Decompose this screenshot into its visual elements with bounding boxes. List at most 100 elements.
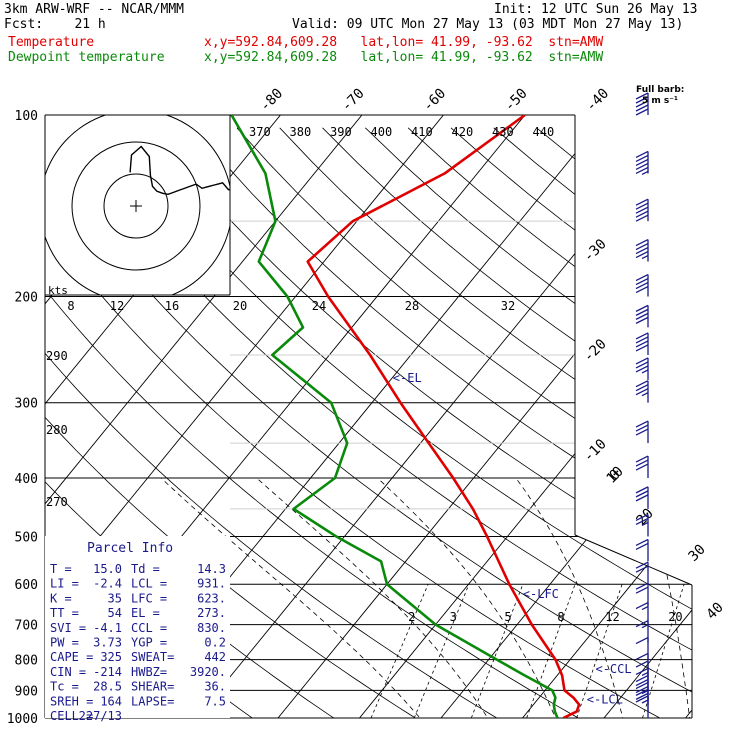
mixing-ratio-label: 3 — [450, 610, 457, 624]
wind-barb — [635, 561, 649, 585]
dry-adiabat — [45, 127, 692, 718]
theta-left-label: 290 — [46, 349, 68, 363]
wind-barb — [635, 695, 649, 718]
parcel-info-table: T = 15.0 Td = 14.3 LI = -2.4 LCL = 931. K = 35 LFC… — [50, 562, 226, 723]
right-axis-lower — [574, 534, 693, 586]
parcel-info-cell: 273. — [197, 606, 226, 620]
pressure-label: 400 — [15, 472, 38, 487]
temp-top-label: -70 — [339, 86, 368, 115]
temp-right-label: 20 — [634, 506, 657, 529]
parcel-info-cell: Td = — [131, 562, 160, 576]
dry-adiabat — [45, 127, 602, 718]
parcel-info-cell: PW = — [50, 636, 79, 650]
theta-label: 430 — [492, 125, 514, 139]
wind-barb-flag — [635, 312, 649, 320]
wind-barb-flag — [635, 459, 649, 467]
wind-barb-flag — [635, 652, 649, 661]
parcel-info-cell: 325 — [100, 650, 122, 664]
wind-barb — [635, 486, 649, 509]
wind-barb-flag — [635, 238, 649, 247]
isotherm — [603, 115, 692, 718]
dry-adiabat — [664, 127, 692, 718]
parcel-info-cell: 3.73 — [93, 636, 122, 650]
parcel-info-cell: 227/13 — [79, 709, 122, 723]
wind-barb — [635, 304, 649, 328]
temp-right-label: 10 — [604, 464, 627, 487]
mixing-ratio-label: 12 — [605, 610, 619, 624]
dry-adiabat — [236, 127, 692, 718]
wind-barb-half — [641, 624, 649, 629]
wind-barb — [635, 198, 649, 222]
wind-barb — [635, 455, 649, 479]
theta-label: 420 — [452, 125, 474, 139]
parcel-info-cell: TT = — [50, 606, 79, 620]
wind-barb-flag — [635, 92, 649, 100]
wind-barb — [635, 150, 649, 176]
parcel-info-title: Parcel Info — [87, 541, 173, 556]
level-marker-lcl: <-LCL — [587, 692, 623, 706]
hodograph-speed-label: 8 — [67, 299, 74, 313]
parcel-info-cell: 0.2 — [204, 636, 226, 650]
hodograph-speed-label: 28 — [405, 299, 419, 313]
isotherm — [359, 115, 692, 718]
parcel-info-cell: Tc = — [50, 680, 79, 694]
wind-barb — [635, 238, 649, 262]
wind-barb-flag — [635, 490, 649, 498]
wind-barb-flag — [635, 100, 649, 108]
dewpoint-legend-info: x,y=592.84,609.28 lat,lon= 41.99, -93.62… — [204, 50, 604, 65]
parcel-info-cell: 3920. — [190, 665, 226, 679]
wind-barb-flag — [635, 428, 649, 436]
parcel-info-panel — [45, 536, 230, 718]
wind-barb — [635, 513, 649, 537]
wind-barb-flag — [635, 158, 649, 167]
wind-barb-flag — [635, 340, 649, 348]
dry-adiabat — [450, 127, 692, 718]
mixing-ratio-line — [470, 584, 524, 718]
wind-barb-flag — [635, 542, 649, 551]
dry-adiabat — [493, 127, 692, 718]
parcel-info-cell: 164 — [100, 694, 122, 708]
level-marker-lfc: <-LFC — [523, 587, 559, 601]
wind-barb-half — [641, 392, 649, 397]
parcel-info-cell: SVI = — [50, 621, 86, 635]
moist-adiabat — [256, 477, 497, 718]
wind-barb-flag — [635, 214, 649, 222]
parcel-info-cell: 14.3 — [197, 562, 226, 576]
wind-barb-flag — [635, 108, 649, 116]
wind-barb-flag — [635, 455, 649, 463]
wind-barb-flag — [635, 304, 649, 312]
wind-barb-flag — [635, 538, 649, 547]
wind-barb-flag — [635, 494, 649, 502]
parcel-info-cell: K = — [50, 591, 72, 605]
wind-barb-flag — [635, 695, 649, 703]
theta-label: 400 — [371, 125, 393, 139]
theta-label: 370 — [249, 125, 271, 139]
wind-barb-flag — [635, 685, 649, 694]
wind-barb-flag — [635, 586, 649, 594]
wind-barb-flag — [635, 602, 649, 610]
parcel-info-cell: SREH = — [50, 694, 93, 708]
wind-barb-flag — [635, 198, 649, 206]
hodograph-speed-label: 32 — [501, 299, 515, 313]
parcel-info-cell: CCL = — [131, 621, 167, 635]
pressure-label: 100 — [15, 109, 38, 124]
wind-barb-flag — [635, 150, 649, 159]
wind-barb-flag — [635, 308, 649, 316]
dry-adiabat — [150, 127, 692, 718]
wind-barb-half — [641, 606, 649, 611]
wind-barb — [635, 582, 649, 606]
temperature-profile — [306, 115, 581, 718]
pressure-label: 800 — [15, 654, 38, 669]
temp-right-label: -30 — [581, 236, 610, 265]
temperature-legend-label: Temperature — [8, 35, 95, 50]
parcel-info-cell: 830. — [197, 621, 226, 635]
parcel-info-cell: HWBZ= — [131, 665, 167, 679]
wind-barb-flag — [635, 336, 649, 344]
profiles — [230, 115, 581, 718]
mixing-ratio-label: 5 — [504, 610, 511, 624]
parcel-info-cell: 54 — [108, 606, 122, 620]
wind-barb-half — [641, 254, 649, 260]
wind-barb — [635, 620, 649, 643]
wind-barb-flag — [635, 250, 649, 259]
